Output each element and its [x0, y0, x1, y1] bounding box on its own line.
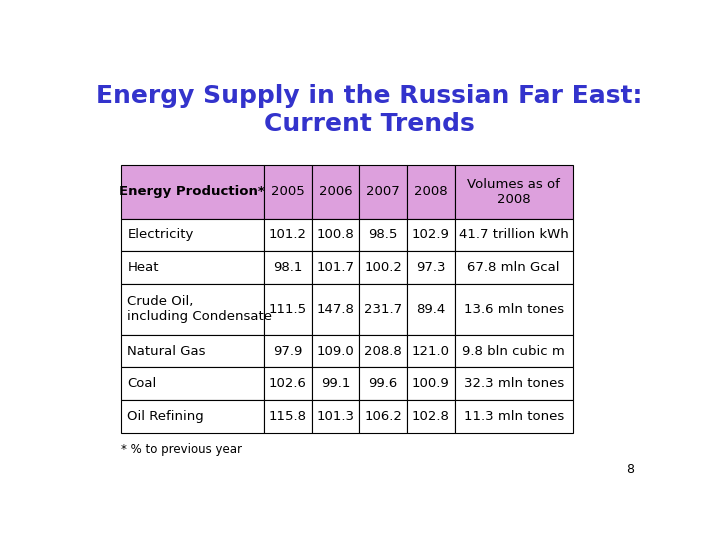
- Bar: [121, 335, 264, 367]
- Bar: [312, 367, 359, 400]
- Bar: [407, 367, 454, 400]
- Bar: [121, 284, 264, 335]
- Bar: [359, 219, 407, 251]
- Text: 102.6: 102.6: [269, 377, 307, 390]
- Text: 97.3: 97.3: [416, 261, 446, 274]
- Text: 115.8: 115.8: [269, 410, 307, 423]
- Bar: [359, 284, 407, 335]
- Bar: [264, 284, 312, 335]
- Bar: [454, 219, 572, 251]
- Bar: [454, 165, 572, 219]
- Text: 98.5: 98.5: [369, 228, 397, 241]
- Bar: [454, 251, 572, 284]
- Bar: [359, 400, 407, 433]
- Text: Crude Oil,
including Condensate: Crude Oil, including Condensate: [127, 295, 272, 323]
- Text: 97.9: 97.9: [273, 345, 302, 357]
- Text: Oil Refining: Oil Refining: [127, 410, 204, 423]
- Bar: [359, 251, 407, 284]
- Text: 9.8 bln cubic m: 9.8 bln cubic m: [462, 345, 565, 357]
- Text: 100.8: 100.8: [317, 228, 354, 241]
- Text: 208.8: 208.8: [364, 345, 402, 357]
- Text: 109.0: 109.0: [317, 345, 354, 357]
- Bar: [359, 335, 407, 367]
- Bar: [312, 165, 359, 219]
- Text: 111.5: 111.5: [269, 303, 307, 316]
- Bar: [407, 219, 454, 251]
- Bar: [454, 400, 572, 433]
- Text: 67.8 mln Gcal: 67.8 mln Gcal: [467, 261, 560, 274]
- Bar: [407, 251, 454, 284]
- Text: 32.3 mln tones: 32.3 mln tones: [464, 377, 564, 390]
- Bar: [359, 165, 407, 219]
- Bar: [121, 400, 264, 433]
- Bar: [264, 251, 312, 284]
- Text: 231.7: 231.7: [364, 303, 402, 316]
- Bar: [312, 335, 359, 367]
- Bar: [312, 284, 359, 335]
- Text: 99.1: 99.1: [320, 377, 350, 390]
- Text: * % to previous year: * % to previous year: [121, 443, 242, 456]
- Bar: [121, 165, 264, 219]
- Text: Volumes as of
2008: Volumes as of 2008: [467, 178, 560, 206]
- Bar: [121, 219, 264, 251]
- Bar: [359, 367, 407, 400]
- Bar: [264, 400, 312, 433]
- Text: 102.8: 102.8: [412, 410, 450, 423]
- Bar: [407, 400, 454, 433]
- Text: 106.2: 106.2: [364, 410, 402, 423]
- Text: 13.6 mln tones: 13.6 mln tones: [464, 303, 564, 316]
- Text: 101.3: 101.3: [316, 410, 354, 423]
- Bar: [121, 251, 264, 284]
- Text: Energy Production*: Energy Production*: [120, 185, 265, 198]
- Text: Electricity: Electricity: [127, 228, 194, 241]
- Text: Heat: Heat: [127, 261, 159, 274]
- Bar: [264, 165, 312, 219]
- Text: 8: 8: [626, 463, 634, 476]
- Text: 2008: 2008: [414, 185, 448, 198]
- Text: 101.2: 101.2: [269, 228, 307, 241]
- Bar: [407, 335, 454, 367]
- Text: 121.0: 121.0: [412, 345, 450, 357]
- Text: 147.8: 147.8: [317, 303, 354, 316]
- Bar: [312, 219, 359, 251]
- Bar: [312, 400, 359, 433]
- Text: 89.4: 89.4: [416, 303, 446, 316]
- Bar: [454, 367, 572, 400]
- Bar: [407, 284, 454, 335]
- Bar: [121, 367, 264, 400]
- Bar: [454, 335, 572, 367]
- Text: 11.3 mln tones: 11.3 mln tones: [464, 410, 564, 423]
- Text: 102.9: 102.9: [412, 228, 450, 241]
- Bar: [454, 284, 572, 335]
- Bar: [312, 251, 359, 284]
- Bar: [264, 335, 312, 367]
- Text: Energy Supply in the Russian Far East:
Current Trends: Energy Supply in the Russian Far East: C…: [96, 84, 642, 136]
- Text: 99.6: 99.6: [369, 377, 397, 390]
- Bar: [264, 219, 312, 251]
- Bar: [407, 165, 454, 219]
- Text: 41.7 trillion kWh: 41.7 trillion kWh: [459, 228, 569, 241]
- Bar: [264, 367, 312, 400]
- Text: 100.2: 100.2: [364, 261, 402, 274]
- Text: 2006: 2006: [318, 185, 352, 198]
- Text: Natural Gas: Natural Gas: [127, 345, 206, 357]
- Text: 2005: 2005: [271, 185, 305, 198]
- Text: Coal: Coal: [127, 377, 157, 390]
- Text: 100.9: 100.9: [412, 377, 450, 390]
- Text: 98.1: 98.1: [273, 261, 302, 274]
- Text: 101.7: 101.7: [316, 261, 354, 274]
- Text: 2007: 2007: [366, 185, 400, 198]
